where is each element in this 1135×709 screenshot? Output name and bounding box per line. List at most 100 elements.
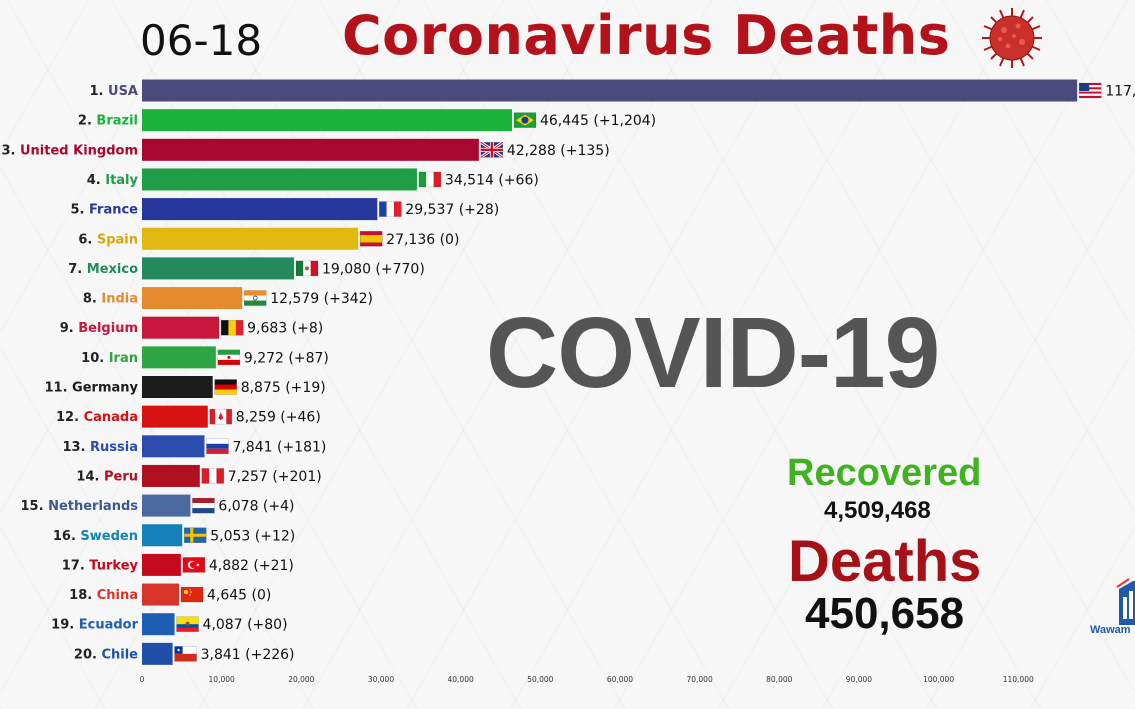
brand-logo-icon <box>1116 578 1135 625</box>
recovered-value: 4,509,468 <box>824 497 931 524</box>
data-bar <box>142 494 191 517</box>
bar-value-label: 6,078 (+4) <box>218 499 294 515</box>
bar-value-label: 7,841 (+181) <box>232 439 326 455</box>
data-bar <box>142 168 417 191</box>
x-tick-label: 30,000 <box>368 675 394 684</box>
deaths-label: Deaths <box>788 529 982 594</box>
bar-category-label: 15. Netherlands <box>21 499 139 514</box>
bar-value-label: 12,579 (+342) <box>270 291 373 307</box>
x-tick-label: 60,000 <box>607 675 633 684</box>
bar-value-label: 117,4 <box>1105 84 1135 100</box>
germany-flag-icon <box>214 379 237 395</box>
data-bar <box>142 435 205 458</box>
brazil-flag-icon <box>513 112 537 128</box>
data-bar <box>142 109 512 132</box>
data-bar <box>142 613 175 636</box>
bar-category-label: 16. Sweden <box>53 529 138 544</box>
canada-flag-icon <box>209 408 233 425</box>
x-tick-label: 20,000 <box>288 675 314 684</box>
bar-value-label: 19,080 (+770) <box>322 261 425 277</box>
data-bar <box>142 464 200 487</box>
brand-text: Wawam <box>1090 624 1131 636</box>
bar-value-label: 29,537 (+28) <box>405 202 499 218</box>
data-bar <box>142 227 359 250</box>
turkey-flag-icon <box>182 557 206 573</box>
data-bar <box>142 346 216 369</box>
mexico-flag-icon <box>295 260 319 277</box>
watermark-text: COVID-19 <box>486 297 940 409</box>
belgium-flag-icon <box>220 319 244 336</box>
france-flag-icon <box>379 201 402 217</box>
virus-icon <box>982 8 1042 68</box>
deaths-value: 450,658 <box>805 589 965 638</box>
bar-value-label: 4,882 (+21) <box>209 558 294 574</box>
bar-value-label: 8,259 (+46) <box>236 410 321 426</box>
bar-category-label: 7. Mexico <box>68 262 138 277</box>
iran-flag-icon <box>217 349 241 366</box>
bar-value-label: 4,087 (+80) <box>203 617 288 633</box>
bar-category-label: 19. Ecuador <box>51 618 138 633</box>
x-tick-label: 40,000 <box>448 675 474 684</box>
russia-flag-icon <box>206 438 229 455</box>
bar-category-label: 13. Russia <box>62 440 138 455</box>
bar-category-label: 1. USA <box>90 84 139 99</box>
data-bar <box>142 138 479 161</box>
bar-value-label: 7,257 (+201) <box>228 469 322 485</box>
ecuador-flag-icon <box>176 616 199 632</box>
bar-category-label: 6. Spain <box>78 232 138 247</box>
bar-value-label: 27,136 (0) <box>386 232 459 248</box>
bar-value-label: 46,445 (+1,204) <box>540 113 656 129</box>
bar-category-label: 8. India <box>83 292 138 307</box>
china-flag-icon <box>180 586 204 603</box>
data-bar <box>142 642 173 665</box>
x-tick-label: 10,000 <box>209 675 235 684</box>
data-bar <box>142 583 180 606</box>
bar-value-label: 34,514 (+66) <box>445 172 539 188</box>
x-tick-label: 70,000 <box>686 675 712 684</box>
bar-value-label: 9,683 (+8) <box>247 321 323 337</box>
bar-category-label: 2. Brazil <box>78 114 138 129</box>
data-bar <box>142 316 220 339</box>
data-bar <box>142 553 181 576</box>
data-bar <box>142 405 208 428</box>
data-bar <box>142 524 183 547</box>
data-bar <box>142 79 1078 102</box>
uk-flag-icon <box>480 141 504 159</box>
bar-category-label: 4. Italy <box>87 173 139 188</box>
bar-category-label: 14. Peru <box>76 469 138 484</box>
sweden-flag-icon <box>184 527 207 543</box>
date-label: 06-18 <box>140 16 263 65</box>
india-flag-icon <box>243 290 267 306</box>
bar-value-label: 4,645 (0) <box>207 588 271 604</box>
peru-flag-icon <box>201 468 225 484</box>
bar-category-label: 20. Chile <box>74 647 138 662</box>
x-tick-label: 50,000 <box>527 675 553 684</box>
bar-category-label: 5. France <box>70 203 138 218</box>
x-tick-label: 80,000 <box>766 675 792 684</box>
bar-category-label: 3. United Kingdom <box>1 143 138 158</box>
recovered-label: Recovered <box>787 452 982 494</box>
chile-flag-icon <box>174 646 197 662</box>
x-tick-label: 0 <box>140 675 145 684</box>
spain-flag-icon <box>359 231 383 247</box>
bar-value-label: 5,053 (+12) <box>210 528 295 544</box>
x-tick-label: 100,000 <box>923 675 954 684</box>
bar-value-label: 9,272 (+87) <box>244 350 329 366</box>
x-tick-label: 90,000 <box>846 675 872 684</box>
bar-category-label: 17. Turkey <box>62 558 139 573</box>
bar-category-label: 18. China <box>69 588 138 603</box>
bar-category-label: 11. Germany <box>44 381 138 396</box>
bar-category-label: 9. Belgium <box>60 321 138 336</box>
bar-value-label: 3,841 (+226) <box>201 647 295 663</box>
netherlands-flag-icon <box>192 497 215 514</box>
data-bar <box>142 198 378 221</box>
bar-category-label: 12. Canada <box>56 410 138 425</box>
bar-value-label: 8,875 (+19) <box>241 380 326 396</box>
italy-flag-icon <box>418 171 442 188</box>
data-bar <box>142 376 213 398</box>
us-flag-icon <box>1078 82 1102 99</box>
chart-title: Coronavirus Deaths <box>342 4 951 67</box>
bar-category-label: 10. Iran <box>81 351 138 366</box>
data-bar <box>142 257 294 280</box>
